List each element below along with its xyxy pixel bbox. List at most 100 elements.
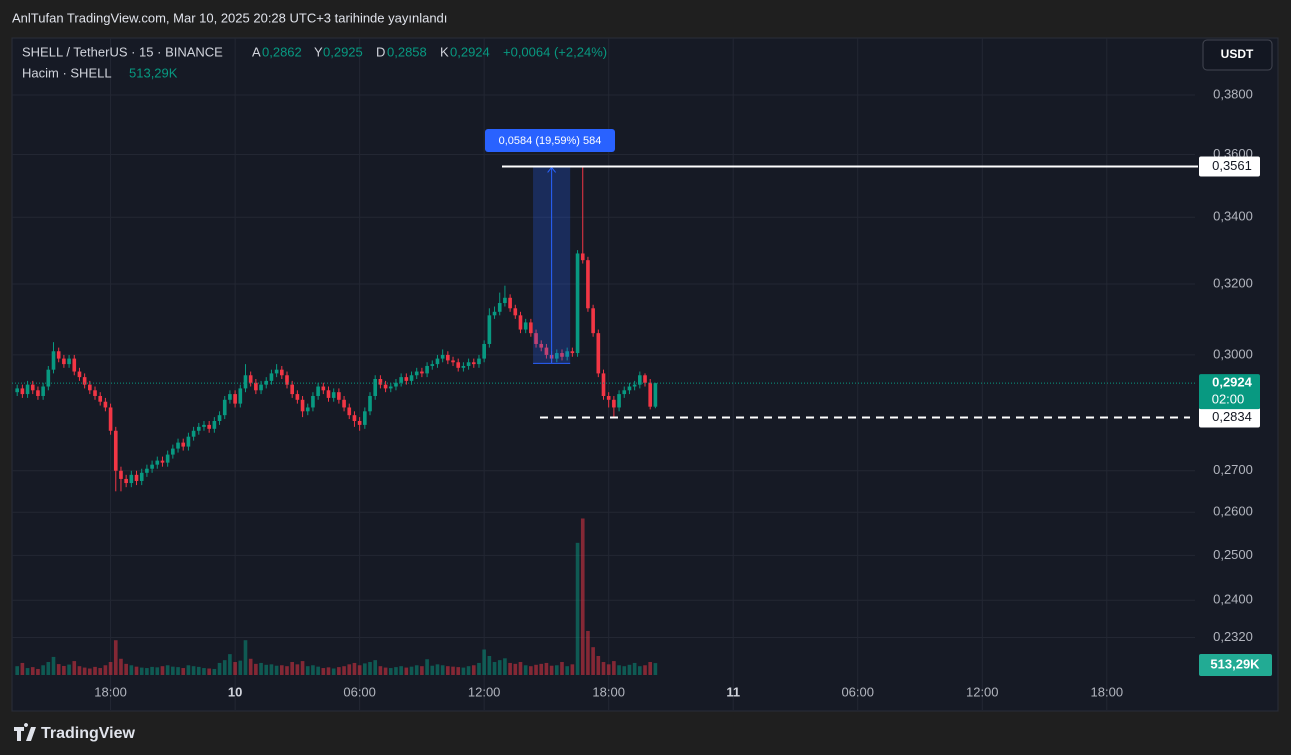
candle-body <box>186 436 191 447</box>
volume-bar <box>529 666 533 675</box>
candle-body <box>456 362 461 368</box>
volume-bar <box>259 662 263 675</box>
volume-bar <box>456 667 461 675</box>
candle-body <box>399 377 403 383</box>
volume-bar <box>15 666 20 675</box>
candle-body <box>228 394 232 400</box>
candle-body <box>580 253 585 261</box>
currency-button[interactable]: USDT <box>1202 39 1273 71</box>
candle-body <box>482 343 486 359</box>
candle-body <box>269 373 274 381</box>
ohlc-key: A <box>252 44 261 59</box>
volume-bar <box>617 665 621 675</box>
candle-body <box>404 377 409 381</box>
logo-icon <box>14 723 36 741</box>
volume-bar <box>285 666 289 675</box>
volume-bar <box>98 668 103 675</box>
volume-bar <box>596 655 601 675</box>
volume-bar <box>513 663 518 675</box>
candle-body <box>466 362 471 366</box>
candle-body <box>539 343 544 348</box>
candle-body <box>134 474 139 481</box>
candle-body <box>295 394 300 400</box>
candle-body <box>560 353 564 357</box>
volume-bar <box>435 664 440 675</box>
candle-body <box>264 380 269 385</box>
candle-body <box>259 384 263 391</box>
candle-body <box>108 407 113 431</box>
volume-bar <box>160 666 165 675</box>
volume-bar <box>508 662 512 675</box>
candle-body <box>565 351 569 357</box>
price-tag-label: 0,3561 <box>1212 158 1252 173</box>
volume-bar <box>108 662 113 675</box>
candle-body <box>150 464 154 469</box>
candle-body <box>51 351 56 370</box>
volume-bar <box>565 666 569 675</box>
price-tag-label: 0,2834 <box>1212 409 1252 424</box>
volume-bar <box>420 666 424 675</box>
volume-bar <box>145 668 149 675</box>
volume-bar <box>373 660 378 675</box>
candle-body <box>430 364 435 366</box>
volume-bar <box>368 662 372 675</box>
volume-bar <box>342 666 346 675</box>
volume-bar <box>606 664 611 675</box>
volume-tag <box>1199 654 1272 676</box>
candle-body <box>534 333 538 344</box>
candle-body <box>217 415 222 421</box>
candle-body <box>20 388 25 395</box>
candle-body <box>373 379 378 396</box>
candle-body <box>513 308 518 316</box>
candle-body <box>575 253 580 354</box>
symbol: SHELL / TetherUS · 15 · BINANCE <box>22 44 223 59</box>
volume-bar <box>414 665 419 675</box>
candle-body <box>523 322 528 330</box>
volume-bar <box>632 662 637 675</box>
candle-body <box>544 347 549 355</box>
candle-body <box>72 358 77 372</box>
volume-bar <box>300 661 305 675</box>
ohlc-value: 0,2862 <box>262 44 302 59</box>
volume-bar <box>321 668 326 675</box>
candle-body <box>279 369 284 376</box>
x-tick-label: 06:00 <box>841 684 874 699</box>
candle-body <box>409 375 414 381</box>
volume-bar <box>279 665 284 675</box>
ohlc-value: 0,2924 <box>450 44 490 59</box>
volume-bar <box>150 666 154 675</box>
candle-body <box>113 430 118 471</box>
candle-body <box>248 375 253 383</box>
ohlc-key: K <box>440 44 449 59</box>
volume-bar <box>388 668 393 675</box>
candle-body <box>388 386 393 389</box>
volume-bar <box>446 666 450 675</box>
candle-body <box>440 354 445 359</box>
button-frame[interactable] <box>1202 39 1273 71</box>
volume-bar <box>570 664 575 675</box>
x-tick-label: 18:00 <box>592 684 625 699</box>
candle-body <box>124 478 128 484</box>
volume-bar <box>586 630 590 675</box>
volume-bar <box>305 666 310 675</box>
last-price-label: 0,2924 <box>1212 375 1253 390</box>
candle-body <box>129 474 134 484</box>
volume-bar <box>46 662 51 675</box>
candle-body <box>67 358 71 365</box>
candle-body <box>451 360 455 363</box>
volume-bar <box>497 660 502 675</box>
volume-bar <box>290 662 295 675</box>
volume-bar <box>56 664 61 675</box>
volume-bar <box>451 666 455 675</box>
volume-bar <box>20 662 25 675</box>
volume-bar <box>430 665 435 675</box>
candle-body <box>497 303 502 312</box>
candle-body <box>181 442 186 447</box>
candle-body <box>394 382 398 387</box>
button-label[interactable]: USDT <box>1221 47 1254 61</box>
volume-bar <box>518 662 523 675</box>
candle-body <box>30 384 35 391</box>
candle-body <box>98 395 103 402</box>
y-tick-label: 0,2600 <box>1213 504 1253 519</box>
